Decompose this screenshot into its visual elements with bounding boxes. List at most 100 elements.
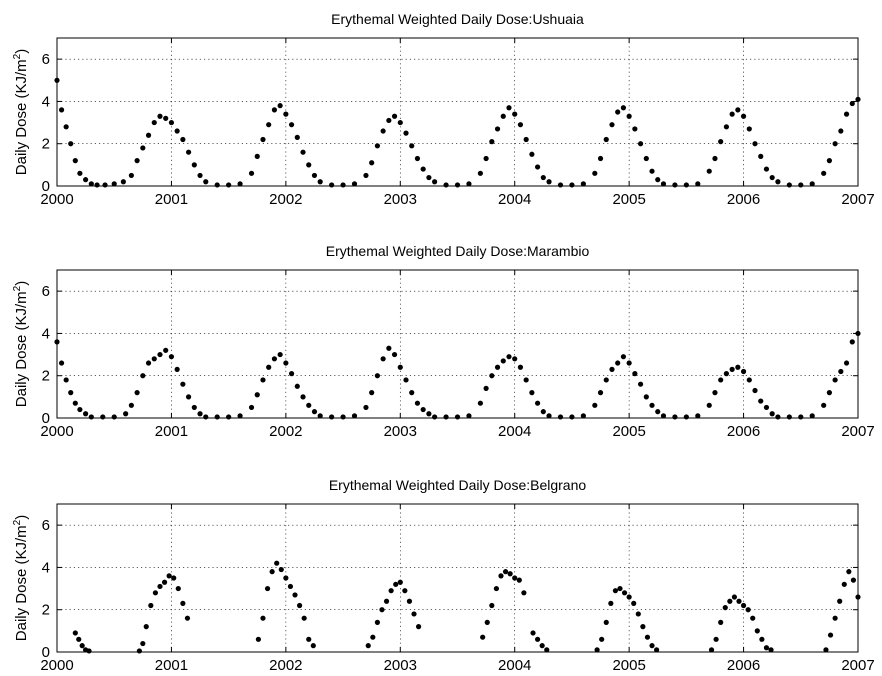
data-point	[523, 136, 529, 143]
y-tick-label: 4	[42, 325, 50, 342]
x-tick-label: 2004	[498, 657, 531, 674]
data-point	[466, 413, 472, 419]
data-point	[363, 404, 369, 411]
data-point	[300, 394, 306, 400]
data-point	[768, 647, 774, 653]
data-point	[544, 647, 550, 653]
data-point	[746, 377, 752, 383]
data-point	[292, 592, 298, 598]
data-point	[255, 636, 261, 642]
data-point	[843, 360, 850, 366]
data-point	[535, 400, 541, 406]
x-tick-label: 2006	[727, 657, 760, 674]
data-point	[54, 339, 60, 345]
data-point	[161, 579, 168, 585]
data-point	[100, 414, 106, 420]
data-point	[266, 364, 272, 370]
x-tick-label: 2001	[155, 191, 188, 208]
data-point	[134, 158, 140, 164]
data-point	[351, 413, 358, 419]
data-point	[832, 141, 838, 147]
data-point	[722, 605, 728, 611]
data-point	[758, 153, 764, 159]
data-point	[152, 590, 159, 596]
data-point	[713, 636, 719, 642]
data-point	[180, 136, 186, 143]
data-point	[226, 414, 232, 420]
data-point	[294, 134, 300, 140]
data-point	[288, 122, 295, 128]
data-point	[718, 377, 724, 383]
data-point	[411, 611, 417, 617]
data-point	[111, 414, 117, 420]
data-point	[477, 170, 483, 176]
data-point	[83, 411, 89, 417]
data-point	[63, 377, 69, 383]
data-point	[369, 160, 375, 166]
data-point	[380, 356, 386, 362]
data-point	[592, 170, 598, 176]
data-point	[88, 181, 94, 187]
data-point	[145, 360, 152, 366]
data-point	[477, 400, 483, 406]
data-point	[620, 105, 627, 111]
data-point	[529, 390, 535, 396]
data-point	[168, 354, 175, 360]
data-point	[426, 411, 432, 417]
data-point	[145, 132, 152, 138]
data-point	[517, 122, 524, 128]
data-point	[175, 585, 181, 592]
y-axis-label: Daily Dose (KJ/m2)	[12, 515, 30, 641]
y-tick-label: 2	[42, 368, 50, 385]
data-point	[846, 569, 852, 575]
data-point	[260, 615, 266, 621]
data-point	[483, 385, 489, 391]
data-point	[838, 128, 844, 134]
data-point	[826, 158, 832, 164]
data-point	[203, 414, 209, 420]
data-point	[397, 119, 403, 126]
data-point	[612, 588, 619, 594]
data-point	[157, 113, 163, 119]
data-point	[432, 179, 438, 185]
data-point	[769, 411, 775, 417]
data-point	[76, 636, 82, 642]
data-point	[523, 377, 529, 383]
data-point	[72, 158, 78, 164]
data-point	[855, 96, 861, 102]
chart-panel-1: 2000 2001 2002 2003 2004 2005 2006 2007 0 2 4 6 Eryt…	[12, 243, 875, 440]
data-point	[809, 413, 815, 419]
data-point	[626, 594, 632, 600]
chart-title: Erythemal Weighted Daily Dose:Ushuaia	[331, 11, 584, 27]
data-point	[185, 149, 192, 155]
x-tick-label: 2006	[727, 191, 760, 208]
data-point	[197, 172, 203, 179]
y-axis-label: Daily Dose (KJ/m2)	[12, 281, 30, 407]
data-point	[832, 377, 838, 383]
data-point	[746, 126, 752, 132]
data-point	[180, 381, 186, 387]
data-point	[557, 414, 564, 420]
data-point	[823, 647, 829, 653]
data-point	[798, 414, 804, 420]
data-point	[539, 643, 545, 649]
data-point	[809, 181, 815, 187]
data-point	[798, 182, 804, 188]
data-point	[626, 360, 632, 366]
data-point	[557, 182, 564, 188]
data-point	[306, 636, 312, 642]
data-point	[77, 406, 83, 413]
data-point	[379, 607, 385, 613]
data-point	[736, 598, 742, 604]
data-point	[855, 330, 861, 337]
data-point	[654, 647, 660, 653]
x-tick-label: 2007	[841, 657, 874, 674]
data-point	[837, 598, 843, 604]
data-point	[494, 126, 501, 132]
data-point	[63, 124, 69, 130]
data-point	[420, 406, 426, 413]
data-point	[374, 619, 380, 626]
y-tick-label: 2	[42, 136, 50, 153]
data-point	[660, 181, 667, 187]
